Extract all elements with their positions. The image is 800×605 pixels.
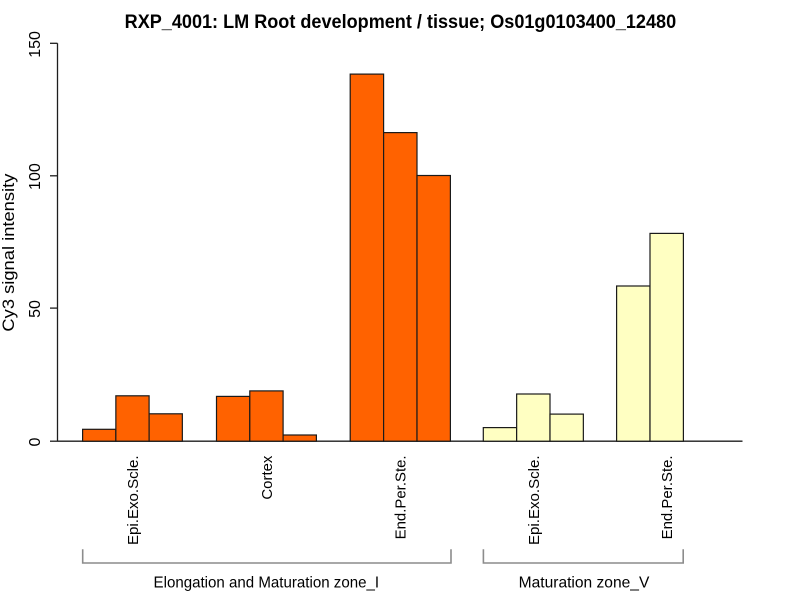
svg-text:50: 50 (27, 300, 44, 318)
svg-text:End.Per.Ste.: End.Per.Ste. (393, 455, 410, 539)
svg-text:150: 150 (27, 31, 44, 58)
svg-text:End.Per.Ste.: End.Per.Ste. (659, 455, 676, 539)
svg-text:Epi.Exo.Scle.: Epi.Exo.Scle. (125, 455, 142, 545)
svg-text:Cortex: Cortex (259, 455, 276, 499)
svg-text:0: 0 (27, 437, 44, 446)
svg-text:100: 100 (27, 163, 44, 190)
svg-text:Elongation and Maturation zone: Elongation and Maturation zone_I (154, 574, 380, 591)
svg-text:RXP_4001: LM Root development: RXP_4001: LM Root development / tissue; … (125, 12, 677, 33)
svg-text:Cy3 signal intensity: Cy3 signal intensity (0, 173, 18, 332)
svg-text:Epi.Exo.Scle.: Epi.Exo.Scle. (526, 455, 543, 545)
svg-text:Maturation zone_V: Maturation zone_V (519, 574, 650, 591)
